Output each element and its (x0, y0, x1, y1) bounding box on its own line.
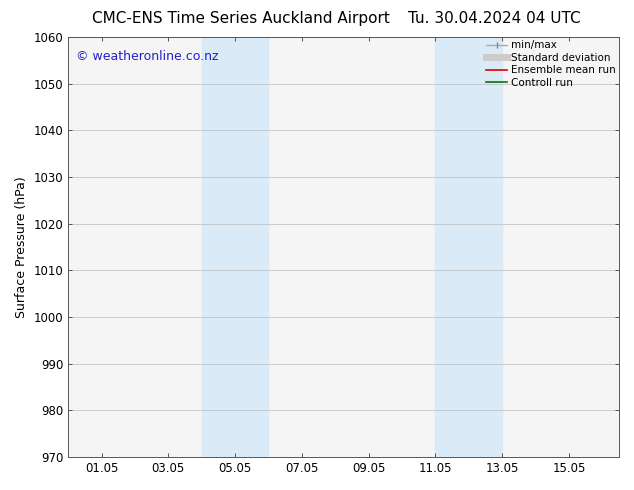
Text: Tu. 30.04.2024 04 UTC: Tu. 30.04.2024 04 UTC (408, 11, 581, 26)
Text: © weatheronline.co.nz: © weatheronline.co.nz (77, 50, 219, 63)
Legend: min/max, Standard deviation, Ensemble mean run, Controll run: min/max, Standard deviation, Ensemble me… (484, 38, 618, 90)
Y-axis label: Surface Pressure (hPa): Surface Pressure (hPa) (15, 176, 28, 318)
Bar (202, 37, 268, 457)
Text: CMC-ENS Time Series Auckland Airport: CMC-ENS Time Series Auckland Airport (92, 11, 390, 26)
Bar (436, 37, 502, 457)
